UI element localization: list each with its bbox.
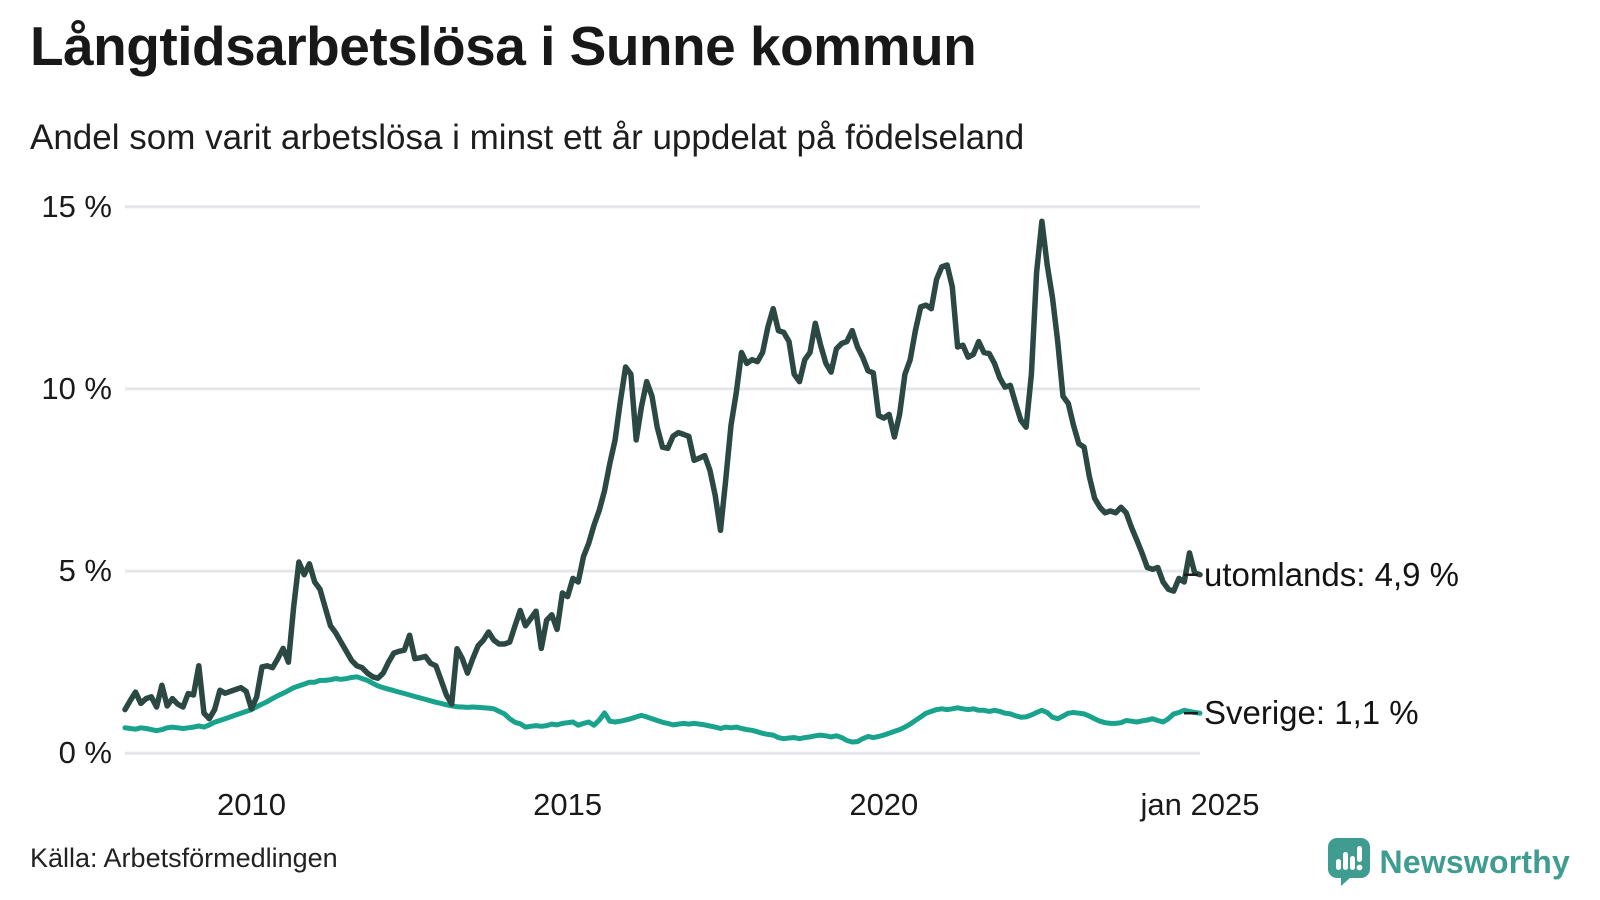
y-axis-label-10: 10 % — [41, 370, 112, 406]
y-axis-label-0: 0 % — [58, 735, 112, 771]
source-note: Källa: Arbetsförmedlingen — [30, 843, 338, 873]
chart-subtitle: Andel som varit arbetslösa i minst ett å… — [30, 118, 1025, 157]
series-lines — [122, 218, 1203, 745]
series-end-label-sverige: Sverige: 1,1 % — [1204, 694, 1419, 732]
newsworthy-icon — [1327, 838, 1370, 886]
newsworthy-wordmark: Newsworthy — [1379, 843, 1570, 880]
newsworthy-logo: Newsworthy — [1327, 838, 1570, 886]
x-axis-label-jan-2025: jan 2025 — [1140, 787, 1260, 822]
page-title: Långtidsarbetslösa i Sunne kommun — [30, 15, 977, 77]
x-axis-label-2010: 2010 — [216, 787, 286, 822]
series-end-label-utomlands: utomlands: 4,9 % — [1204, 555, 1459, 593]
label-leader-dashes — [1184, 573, 1198, 715]
y-axis-label-15: 15 % — [41, 188, 112, 224]
series-line-sverige — [122, 674, 1203, 745]
y-axis-label-5: 5 % — [58, 553, 112, 589]
gridlines — [125, 205, 1200, 755]
x-axis-label-2020: 2020 — [849, 787, 919, 822]
series-line-utomlands — [122, 218, 1203, 722]
x-axis-label-2015: 2015 — [533, 787, 603, 822]
